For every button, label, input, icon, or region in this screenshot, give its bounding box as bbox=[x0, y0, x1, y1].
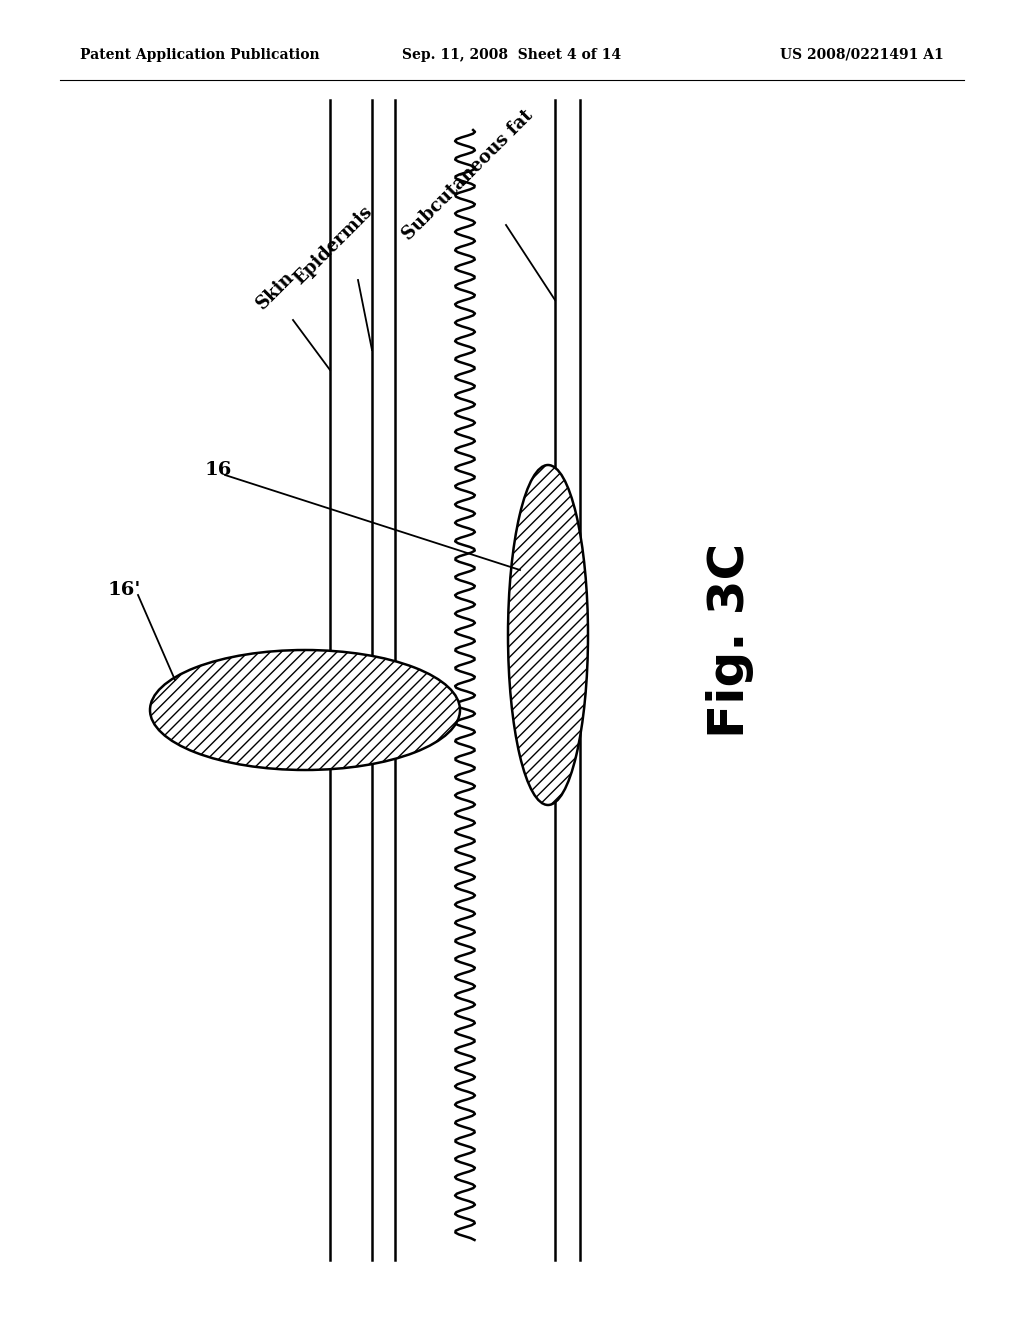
Text: US 2008/0221491 A1: US 2008/0221491 A1 bbox=[780, 48, 944, 62]
Text: Subcutaneous fat: Subcutaneous fat bbox=[399, 106, 537, 244]
Text: Sep. 11, 2008  Sheet 4 of 14: Sep. 11, 2008 Sheet 4 of 14 bbox=[402, 48, 622, 62]
Text: Skin: Skin bbox=[253, 268, 297, 313]
Text: 16: 16 bbox=[205, 461, 232, 479]
Text: Patent Application Publication: Patent Application Publication bbox=[80, 48, 319, 62]
Text: 16': 16' bbox=[108, 581, 141, 599]
Text: Fig. 3C: Fig. 3C bbox=[706, 543, 754, 738]
Ellipse shape bbox=[508, 465, 588, 805]
Text: Epidermis: Epidermis bbox=[290, 202, 376, 288]
Ellipse shape bbox=[150, 649, 460, 770]
